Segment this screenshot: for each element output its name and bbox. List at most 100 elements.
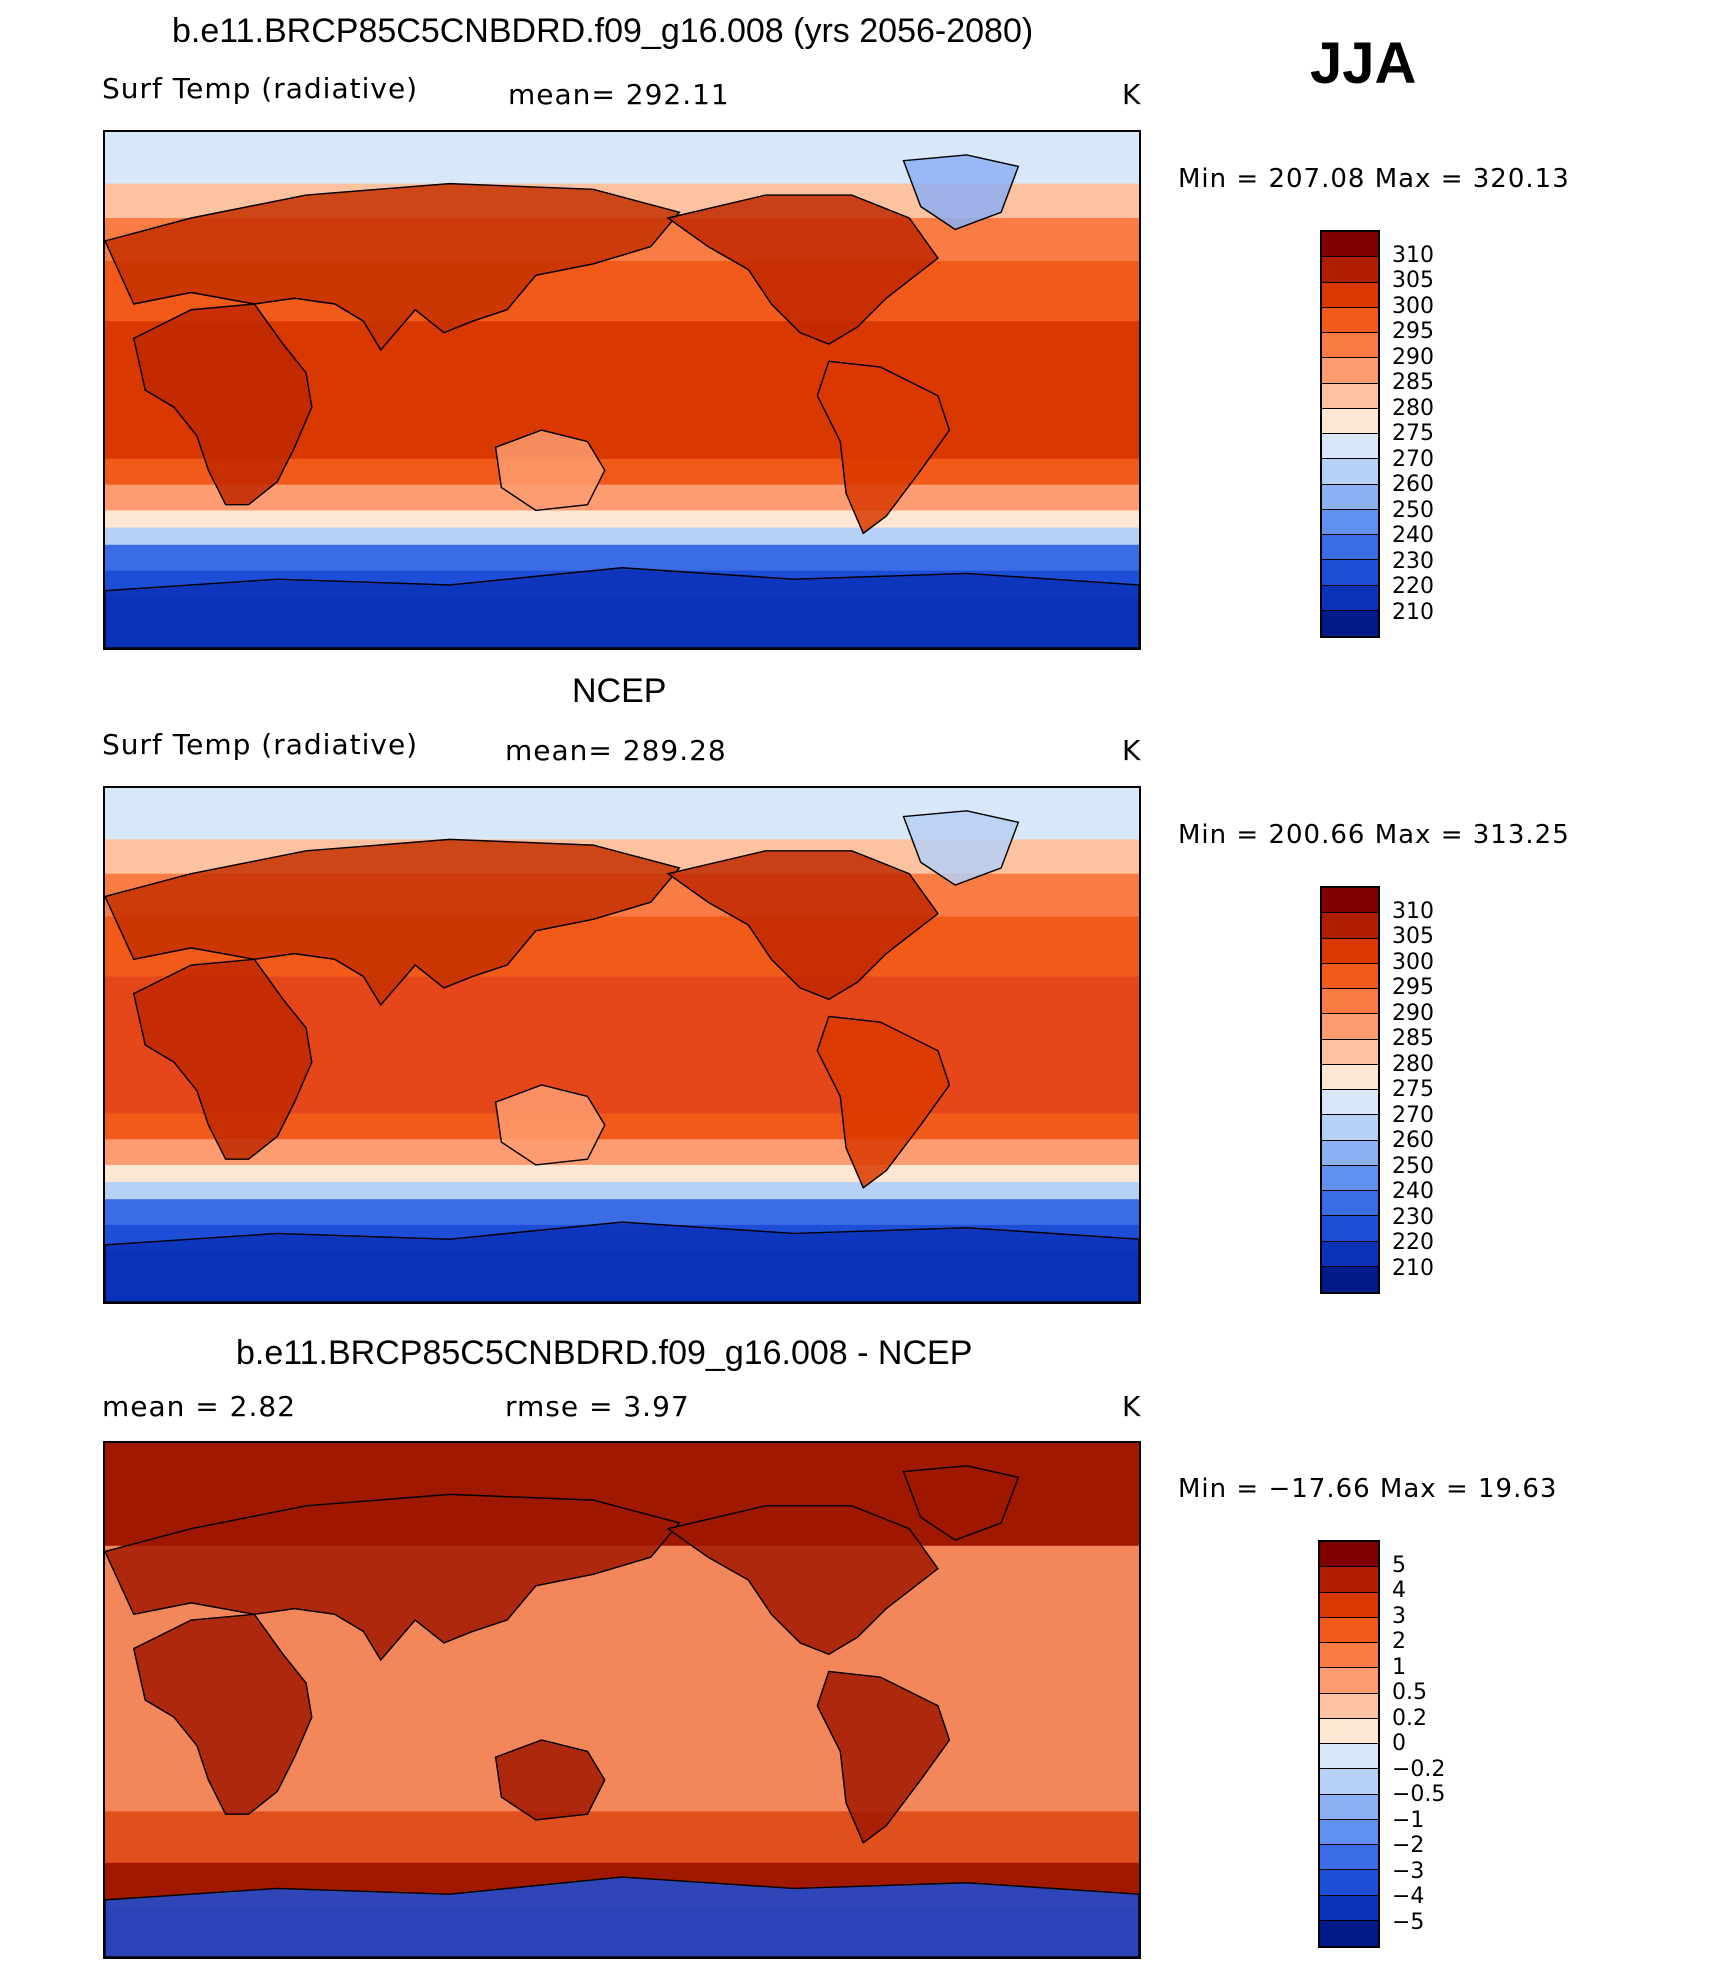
latitude-band bbox=[105, 1036, 1139, 1046]
latitude-band bbox=[105, 1156, 1139, 1166]
latitude-band bbox=[105, 950, 1139, 961]
colorbar-segment bbox=[1322, 1090, 1378, 1116]
colorbar-tick-label: 240 bbox=[1392, 1179, 1434, 1204]
colorbar-segment bbox=[1320, 1567, 1378, 1593]
africa-coastline bbox=[132, 1613, 313, 1815]
australia-coastline bbox=[494, 429, 606, 512]
latitude-band bbox=[105, 1580, 1139, 1590]
panel-3-mean-label: mean = 2.82 bbox=[102, 1390, 297, 1423]
eurasia-coastline bbox=[105, 182, 681, 352]
latitude-band bbox=[105, 1045, 1139, 1055]
latitude-band bbox=[105, 252, 1139, 262]
latitude-band bbox=[105, 1485, 1139, 1496]
colorbar-tick-label: 250 bbox=[1392, 497, 1434, 523]
colorbar-segment bbox=[1322, 1064, 1378, 1090]
colorbar-segment bbox=[1322, 282, 1378, 308]
colorbar-tick-label: 250 bbox=[1392, 1153, 1434, 1179]
panel-3-colorbar bbox=[1318, 1540, 1380, 1948]
greenland-coastline bbox=[902, 154, 1020, 231]
panel-3-rmse-label: rmse = 3.97 bbox=[505, 1390, 690, 1423]
eurasia-coastline bbox=[105, 1493, 681, 1662]
colorbar-tick-label: −5 bbox=[1392, 1909, 1425, 1935]
colorbar-segment bbox=[1322, 1241, 1378, 1267]
latitude-band bbox=[105, 441, 1139, 452]
latitude-band bbox=[105, 1828, 1139, 1839]
latitude-band bbox=[105, 312, 1139, 323]
latitude-band bbox=[105, 1640, 1139, 1650]
latitude-band bbox=[105, 1164, 1139, 1175]
latitude-band bbox=[105, 1682, 1139, 1693]
latitude-band bbox=[105, 1691, 1139, 1701]
colorbar-segment bbox=[1322, 989, 1378, 1015]
latitude-band bbox=[105, 1079, 1139, 1089]
colorbar-tick-label: 280 bbox=[1392, 395, 1434, 421]
colorbar-segment bbox=[1320, 1920, 1378, 1946]
panel-1-map bbox=[103, 130, 1141, 650]
latitude-band bbox=[105, 493, 1139, 503]
latitude-band bbox=[105, 157, 1139, 168]
colorbar-tick-label: 290 bbox=[1392, 344, 1434, 370]
colorbar-segment bbox=[1322, 383, 1378, 409]
latitude-band bbox=[105, 1147, 1139, 1158]
colorbar-tick-label: 220 bbox=[1392, 1230, 1434, 1255]
latitude-band bbox=[105, 390, 1139, 400]
latitude-band bbox=[105, 942, 1139, 952]
latitude-band bbox=[105, 1199, 1139, 1209]
latitude-band bbox=[105, 175, 1139, 185]
panel-1-units: K bbox=[1122, 78, 1142, 111]
colorbar-tick-label: −4 bbox=[1392, 1884, 1425, 1909]
eurasia-coastline bbox=[105, 838, 681, 1007]
africa-coastline bbox=[132, 303, 313, 506]
latitude-band bbox=[105, 907, 1139, 918]
colorbar-segment bbox=[1322, 1039, 1378, 1065]
australia-coastline bbox=[494, 1739, 606, 1821]
latitude-band bbox=[105, 338, 1139, 348]
namerica-coastline bbox=[666, 850, 939, 1001]
latitude-band bbox=[105, 381, 1139, 391]
latitude-band bbox=[105, 1700, 1139, 1710]
latitude-band bbox=[105, 433, 1139, 443]
colorbar-tick-label: −1 bbox=[1392, 1807, 1425, 1833]
latitude-band bbox=[105, 1139, 1139, 1149]
latitude-band bbox=[105, 527, 1139, 538]
colorbar-segment bbox=[1322, 888, 1378, 914]
latitude-band bbox=[105, 1087, 1139, 1098]
colorbar-segment bbox=[1320, 1895, 1378, 1921]
panel-2-colorbar bbox=[1320, 886, 1380, 1294]
latitude-band bbox=[105, 295, 1139, 305]
latitude-band bbox=[105, 476, 1139, 486]
colorbar-tick-label: 270 bbox=[1392, 1102, 1434, 1128]
latitude-band bbox=[105, 269, 1139, 280]
greenland-coastline bbox=[902, 810, 1020, 886]
colorbar-segment bbox=[1322, 509, 1378, 535]
antarctica-coastline bbox=[105, 567, 1139, 648]
colorbar-segment bbox=[1320, 1769, 1378, 1795]
colorbar-tick-label: 285 bbox=[1392, 370, 1434, 395]
namerica-coastline bbox=[666, 1505, 939, 1656]
latitude-band bbox=[105, 1802, 1139, 1813]
colorbar-tick-label: 310 bbox=[1392, 898, 1434, 924]
colorbar-segment bbox=[1322, 333, 1378, 359]
latitude-band bbox=[105, 1862, 1139, 1873]
latitude-band bbox=[105, 1657, 1139, 1667]
latitude-band bbox=[105, 562, 1139, 572]
latitude-band bbox=[105, 796, 1139, 807]
panel-1-minmax: Min = 207.08 Max = 320.13 bbox=[1178, 164, 1570, 194]
colorbar-tick-label: 260 bbox=[1392, 472, 1434, 497]
latitude-band bbox=[105, 1207, 1139, 1218]
latitude-band bbox=[105, 510, 1139, 520]
latitude-band bbox=[105, 1597, 1139, 1607]
colorbar-segment bbox=[1320, 1643, 1378, 1669]
colorbar-segment bbox=[1322, 434, 1378, 460]
latitude-band bbox=[105, 1837, 1139, 1847]
latitude-band bbox=[105, 519, 1139, 529]
latitude-band bbox=[105, 398, 1139, 409]
latitude-band bbox=[105, 1070, 1139, 1081]
colorbar-tick-label: 300 bbox=[1392, 949, 1434, 975]
latitude-band bbox=[105, 1010, 1139, 1021]
latitude-band bbox=[105, 1062, 1139, 1072]
colorbar-tick-label: 230 bbox=[1392, 1204, 1434, 1230]
latitude-band bbox=[105, 450, 1139, 460]
colorbar-segment bbox=[1322, 408, 1378, 434]
latitude-band bbox=[105, 424, 1139, 434]
